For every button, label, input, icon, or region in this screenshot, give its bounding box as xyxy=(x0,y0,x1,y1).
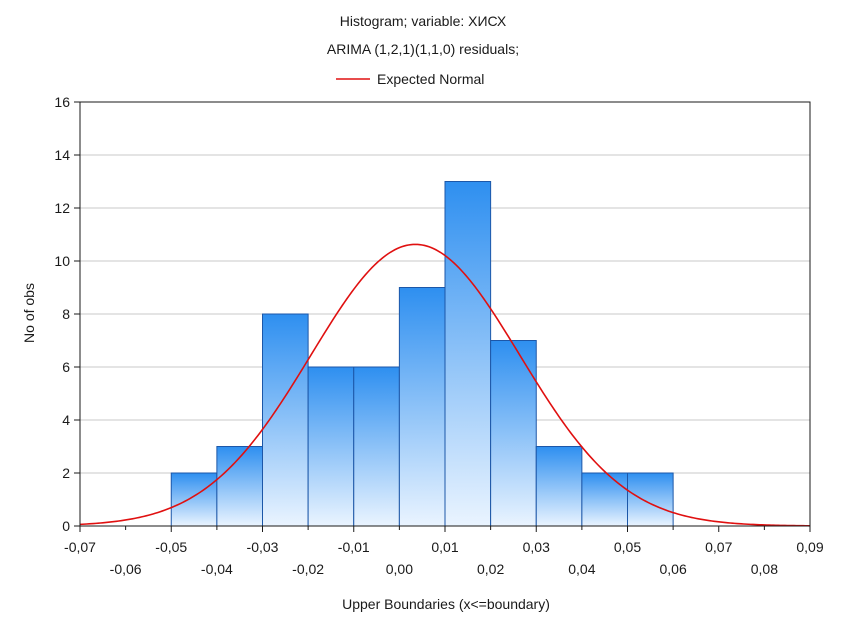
x-tick-label: -0,04 xyxy=(201,561,233,577)
x-tick-label: 0,04 xyxy=(568,561,595,577)
chart-title: Histogram; variable: ХИСХ xyxy=(340,13,507,29)
x-tick-label: 0,01 xyxy=(431,539,458,555)
histogram-bar xyxy=(216,446,263,527)
y-tick-label: 16 xyxy=(54,94,70,110)
histogram-bar xyxy=(627,472,674,527)
histogram-bar xyxy=(170,472,218,527)
histogram-bar xyxy=(490,340,537,527)
x-tick-label: 0,09 xyxy=(796,539,823,555)
y-tick-label: 4 xyxy=(62,412,70,428)
x-tick-labels: -0,07 -0,05 -0,03 -0,01 0,01 0,03 0,05 0,07 0,09… xyxy=(64,539,824,577)
x-tick-label: 0,03 xyxy=(523,539,550,555)
y-tick-labels: 0 2 4 6 8 10 12 14 16 xyxy=(54,94,70,534)
histogram-bar xyxy=(353,366,400,527)
histogram-bar xyxy=(535,446,583,527)
x-tick-label: -0,03 xyxy=(247,539,279,555)
ticks xyxy=(74,101,811,532)
y-tick-label: 2 xyxy=(62,465,70,481)
x-tick-label: -0,05 xyxy=(155,539,187,555)
y-tick-label: 8 xyxy=(62,306,70,322)
histogram-bar xyxy=(398,287,446,527)
x-tick-label: 0,06 xyxy=(660,561,687,577)
x-tick-label: -0,02 xyxy=(292,561,324,577)
chart-subtitle: ARIMA (1,2,1)(1,1,0) residuals; xyxy=(327,41,519,57)
legend-label-expected-normal: Expected Normal xyxy=(377,71,484,87)
bars xyxy=(170,181,674,527)
x-tick-label: -0,01 xyxy=(338,539,370,555)
x-tick-label: 0,07 xyxy=(705,539,732,555)
expected-normal-curve xyxy=(79,243,811,527)
legend: Expected Normal xyxy=(336,71,484,87)
y-tick-label: 6 xyxy=(62,359,70,375)
histogram-bar xyxy=(581,472,628,527)
x-tick-label: -0,07 xyxy=(64,539,96,555)
x-tick-label: 0,02 xyxy=(477,561,504,577)
y-tick-label: 12 xyxy=(54,200,70,216)
x-axis-label: Upper Boundaries (x<=boundary) xyxy=(342,596,550,612)
histogram-bar xyxy=(307,366,355,527)
x-tick-label: 0,08 xyxy=(751,561,778,577)
y-axis-label: No of obs xyxy=(21,283,37,343)
x-tick-label: -0,06 xyxy=(110,561,142,577)
y-tick-label: 10 xyxy=(54,253,70,269)
x-tick-label: 0,00 xyxy=(386,561,413,577)
x-tick-label: 0,05 xyxy=(614,539,641,555)
expected-normal-curve-group xyxy=(79,243,811,527)
y-tick-label: 14 xyxy=(54,147,70,163)
histogram-bar xyxy=(444,181,492,527)
y-tick-label: 0 xyxy=(62,518,70,534)
